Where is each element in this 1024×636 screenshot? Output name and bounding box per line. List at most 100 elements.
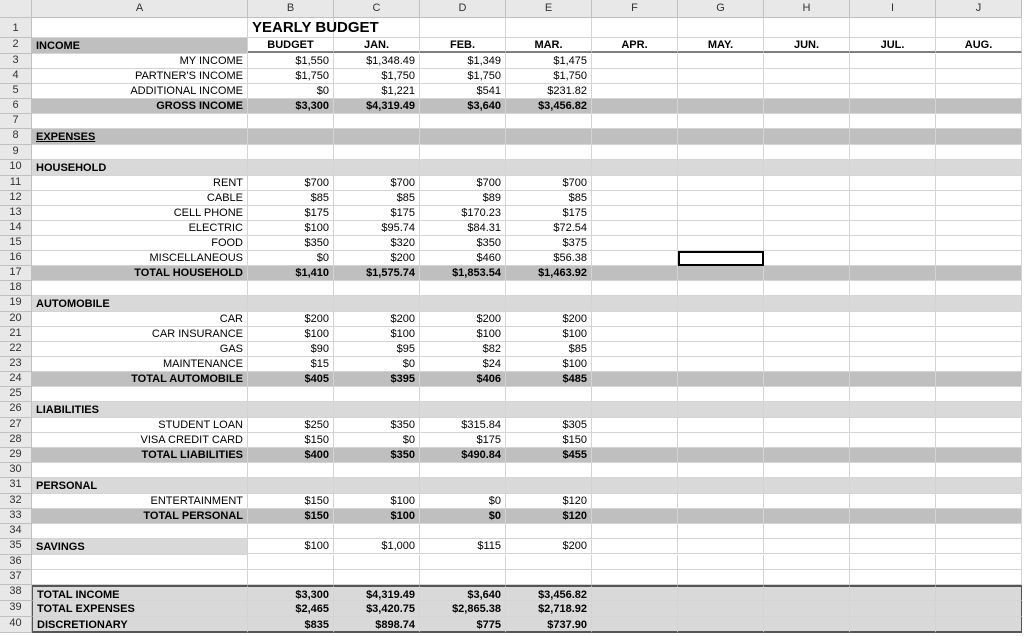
row-header-26[interactable]: 26: [0, 402, 32, 418]
col-label[interactable]: FEB.: [420, 38, 506, 53]
row-header-7[interactable]: 7: [0, 114, 32, 129]
cell[interactable]: $485: [506, 372, 592, 387]
cell[interactable]: [592, 145, 678, 160]
cell[interactable]: $175: [506, 206, 592, 221]
cell[interactable]: $85: [334, 191, 420, 206]
cell[interactable]: [592, 251, 678, 266]
personal_label-header[interactable]: PERSONAL: [32, 478, 248, 494]
cell[interactable]: $24: [420, 357, 506, 372]
row-header-31[interactable]: 31: [0, 478, 32, 494]
cell[interactable]: $700: [248, 176, 334, 191]
cell[interactable]: $490.84: [420, 448, 506, 463]
cell[interactable]: [678, 402, 764, 418]
cell[interactable]: $100: [248, 327, 334, 342]
cell[interactable]: [420, 281, 506, 296]
cell[interactable]: [936, 433, 1022, 448]
cell[interactable]: [678, 312, 764, 327]
row-label[interactable]: CABLE: [32, 191, 248, 206]
cell[interactable]: [764, 221, 850, 236]
cell[interactable]: [678, 494, 764, 509]
cell[interactable]: $541: [420, 84, 506, 99]
cell[interactable]: [592, 433, 678, 448]
cell[interactable]: [678, 478, 764, 494]
cell[interactable]: [334, 114, 420, 129]
cell[interactable]: [936, 387, 1022, 402]
cell[interactable]: [850, 160, 936, 176]
cell[interactable]: [678, 327, 764, 342]
cell[interactable]: $3,300: [248, 585, 334, 601]
cell[interactable]: [678, 99, 764, 114]
cell[interactable]: [936, 312, 1022, 327]
cell[interactable]: [936, 206, 1022, 221]
cell[interactable]: [936, 585, 1022, 601]
cell[interactable]: [420, 478, 506, 494]
cell[interactable]: [248, 463, 334, 478]
cell[interactable]: [764, 570, 850, 585]
row-header-12[interactable]: 12: [0, 191, 32, 206]
cell[interactable]: [592, 342, 678, 357]
cell[interactable]: [592, 191, 678, 206]
cell[interactable]: [936, 448, 1022, 463]
cell[interactable]: $84.31: [420, 221, 506, 236]
cell[interactable]: [592, 555, 678, 570]
cell[interactable]: [764, 372, 850, 387]
row-header-34[interactable]: 34: [0, 524, 32, 539]
cell[interactable]: $350: [420, 236, 506, 251]
cell[interactable]: [32, 114, 248, 129]
row-label[interactable]: MY INCOME: [32, 54, 248, 69]
cell[interactable]: [592, 221, 678, 236]
cell[interactable]: [248, 402, 334, 418]
cell[interactable]: $460: [420, 251, 506, 266]
cell[interactable]: [420, 463, 506, 478]
cell[interactable]: [936, 402, 1022, 418]
row-label[interactable]: CELL PHONE: [32, 206, 248, 221]
cell[interactable]: [334, 281, 420, 296]
cell[interactable]: $3,640: [420, 99, 506, 114]
row-label[interactable]: ENTERTAINMENT: [32, 494, 248, 509]
cell[interactable]: [334, 296, 420, 312]
cell[interactable]: [764, 54, 850, 69]
cell[interactable]: [850, 539, 936, 554]
row-label[interactable]: MAINTENANCE: [32, 357, 248, 372]
cell[interactable]: [936, 221, 1022, 236]
summary-label[interactable]: TOTAL EXPENSES: [32, 601, 248, 617]
summary-label[interactable]: DISCRETIONARY: [32, 617, 248, 633]
cell[interactable]: [592, 296, 678, 312]
cell[interactable]: [936, 570, 1022, 585]
cell[interactable]: [850, 145, 936, 160]
cell[interactable]: $1,750: [248, 69, 334, 84]
cell[interactable]: [32, 524, 248, 539]
cell[interactable]: $82: [420, 342, 506, 357]
cell[interactable]: [248, 570, 334, 585]
cell[interactable]: [764, 236, 850, 251]
cell[interactable]: [592, 327, 678, 342]
cell[interactable]: [678, 145, 764, 160]
row-label[interactable]: ELECTRIC: [32, 221, 248, 236]
cell[interactable]: [506, 129, 592, 145]
cell[interactable]: [506, 387, 592, 402]
cell[interactable]: [678, 372, 764, 387]
cell[interactable]: [764, 448, 850, 463]
cell[interactable]: $455: [506, 448, 592, 463]
cell[interactable]: [850, 251, 936, 266]
row-header-40[interactable]: 40: [0, 617, 32, 633]
cell[interactable]: $775: [420, 617, 506, 633]
cell[interactable]: [420, 18, 506, 38]
cell[interactable]: [592, 312, 678, 327]
cell[interactable]: [936, 266, 1022, 281]
cell[interactable]: $835: [248, 617, 334, 633]
row-label[interactable]: STUDENT LOAN: [32, 418, 248, 433]
cell[interactable]: $350: [334, 448, 420, 463]
cell[interactable]: [850, 448, 936, 463]
cell[interactable]: [936, 296, 1022, 312]
row-label[interactable]: CAR: [32, 312, 248, 327]
cell[interactable]: [592, 524, 678, 539]
cell[interactable]: [506, 524, 592, 539]
cell[interactable]: [506, 570, 592, 585]
cell[interactable]: [678, 176, 764, 191]
cell[interactable]: $350: [248, 236, 334, 251]
cell[interactable]: $175: [248, 206, 334, 221]
cell[interactable]: [506, 463, 592, 478]
cell[interactable]: [936, 160, 1022, 176]
cell[interactable]: [678, 463, 764, 478]
